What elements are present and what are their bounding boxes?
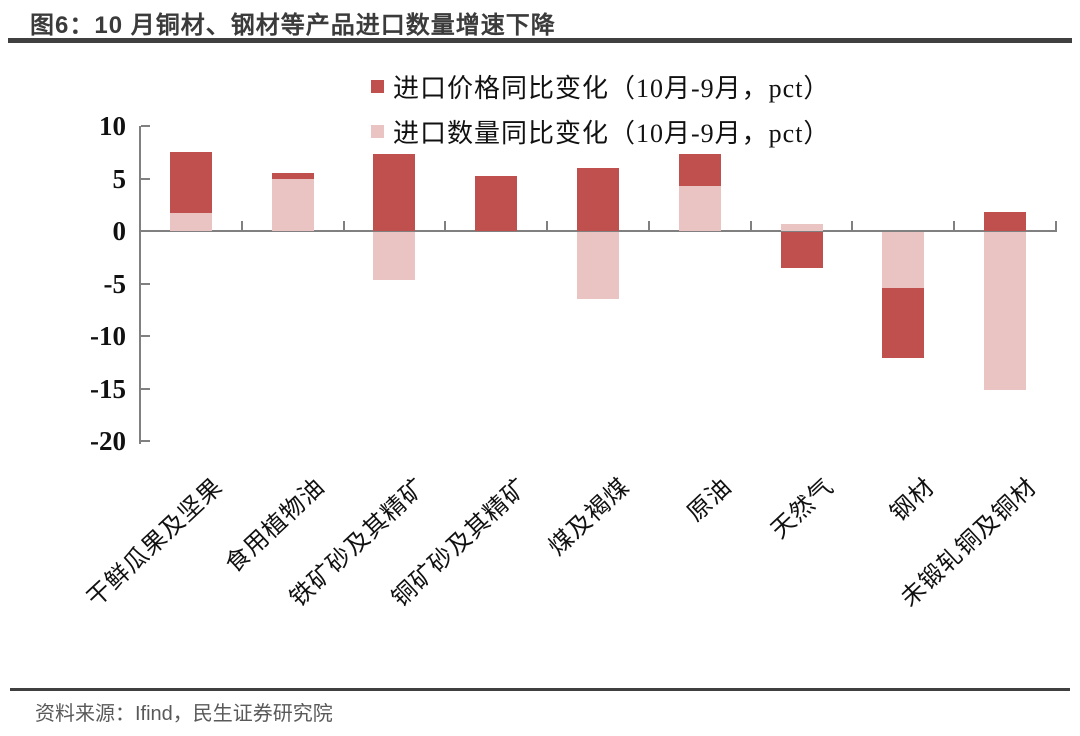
y-tick xyxy=(141,282,150,285)
x-category-label: 干鲜瓜果及坚果 xyxy=(82,473,229,613)
y-tick-label: -5 xyxy=(103,268,127,299)
y-tick xyxy=(141,387,150,390)
x-tick xyxy=(342,221,345,230)
price-bar xyxy=(780,232,823,268)
source-note: 资料来源：Ifind，民生证券研究院 xyxy=(35,703,333,725)
x-tick xyxy=(1055,221,1057,230)
price-bar xyxy=(475,176,518,231)
price-bar xyxy=(373,154,416,231)
y-tick xyxy=(141,177,150,180)
legend: 进口价格同比变化（10月-9月，pct） 进口数量同比变化（10月-9月，pct… xyxy=(371,64,830,154)
y-tick-label: 10 xyxy=(99,111,126,141)
x-tick xyxy=(953,221,956,230)
y-axis-line xyxy=(139,126,141,444)
x-tick xyxy=(240,221,243,230)
x-tick xyxy=(647,221,650,230)
quantity-bar xyxy=(373,232,416,281)
quantity-bar xyxy=(882,232,925,288)
x-category-label: 原油 xyxy=(682,473,737,527)
quantity-bar xyxy=(169,213,212,231)
x-axis-line xyxy=(139,230,1057,232)
x-category-label: 天然气 xyxy=(766,473,839,545)
y-tick-label: -20 xyxy=(90,426,126,456)
title-underline xyxy=(8,38,1072,43)
x-tick xyxy=(546,221,549,230)
y-tick-label: 5 xyxy=(112,163,127,194)
quantity-series-swatch-icon xyxy=(371,125,384,138)
footer-rule xyxy=(10,688,1070,691)
price-series-swatch-icon xyxy=(371,80,384,93)
y-tick-label: -10 xyxy=(90,321,126,351)
y-tick xyxy=(141,335,150,337)
y-tick-label: -15 xyxy=(90,373,126,404)
price-bar xyxy=(577,168,619,231)
x-tick xyxy=(749,221,752,230)
x-category-label: 煤及褐煤 xyxy=(544,473,636,562)
x-tick xyxy=(444,221,447,230)
quantity-bar xyxy=(780,223,823,231)
quantity-bar xyxy=(577,232,619,300)
y-tick xyxy=(141,440,150,442)
legend-item-quantity: 进口数量同比变化（10月-9月，pct） xyxy=(371,109,830,154)
price-bar xyxy=(984,212,1027,231)
quantity-series-label: 进口数量同比变化（10月-9月，pct） xyxy=(393,119,831,148)
y-tick-label: 0 xyxy=(112,216,127,246)
price-series-label: 进口价格同比变化（10月-9月，pct） xyxy=(393,74,831,103)
legend-item-price: 进口价格同比变化（10月-9月，pct） xyxy=(371,64,830,109)
figure-title: 图6：10 月铜材、钢材等产品进口数量增速下降 xyxy=(30,12,556,39)
quantity-bar xyxy=(271,178,314,231)
x-category-label: 钢材 xyxy=(886,473,941,527)
x-tick xyxy=(851,221,854,230)
quantity-bar xyxy=(984,232,1027,390)
quantity-bar xyxy=(678,185,721,231)
y-tick xyxy=(141,125,150,127)
